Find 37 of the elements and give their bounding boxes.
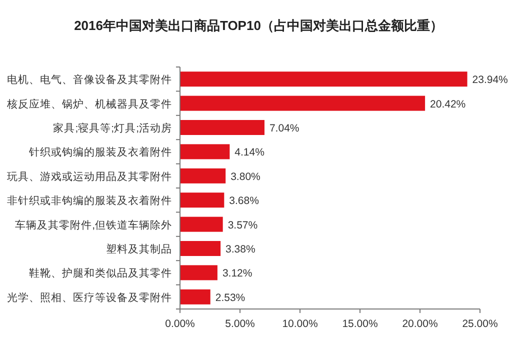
data-label: 3.80% [230, 170, 260, 183]
bar [180, 241, 221, 256]
y-tick-label: 家具;寝具等;灯具;活动房 [53, 122, 172, 134]
data-label: 7.04% [269, 122, 300, 134]
y-tick-label: 鞋靴、护腿和类似品及其零件 [29, 266, 172, 280]
data-label: 23.94% [472, 74, 508, 86]
bar [180, 168, 226, 184]
data-label: 4.14% [234, 146, 264, 159]
x-tick-label: 10.00% [282, 318, 318, 330]
y-tick-label: 车辆及其零附件,但铁道车辆除外 [15, 218, 172, 232]
y-tick-label: 玩具、游戏或运动用品及其零附件 [7, 170, 172, 183]
chart-title: 2016年中国对美出口商品TOP10（占中国对美出口总金额比重） [74, 18, 443, 33]
data-label: 2.53% [215, 292, 246, 304]
x-tick-label: 5.00% [225, 318, 255, 330]
data-label: 3.68% [229, 195, 259, 208]
data-label: 3.57% [228, 219, 258, 232]
bar [180, 144, 230, 160]
y-tick-label: 针织或钩编的服装及衣着附件 [28, 146, 172, 159]
data-label: 3.38% [226, 244, 256, 256]
bar [180, 265, 218, 280]
bar [180, 192, 224, 208]
data-label: 20.42% [430, 98, 466, 110]
y-tick-label: 电机、电气、音像设备及其零附件 [7, 73, 172, 86]
x-tick-label: 20.00% [402, 318, 438, 330]
data-label: 3.12% [222, 268, 252, 280]
bar [180, 289, 210, 304]
x-tick-label: 0.00% [165, 318, 195, 330]
x-tick-label: 15.00% [342, 318, 378, 330]
y-tick-label: 光学、照相、医疗等设备及零附件 [7, 290, 172, 304]
bar [180, 120, 264, 135]
bar [180, 96, 426, 111]
x-tick-label: 25.00% [462, 318, 498, 330]
bar [180, 72, 468, 87]
y-tick-label: 核反应堆、锅炉、机械器具及零件 [6, 97, 172, 110]
y-tick-label: 塑料及其制品 [106, 242, 172, 256]
bar [180, 216, 223, 232]
y-tick-label: 非针织或非钩编的服装及衣着附件 [7, 194, 172, 208]
